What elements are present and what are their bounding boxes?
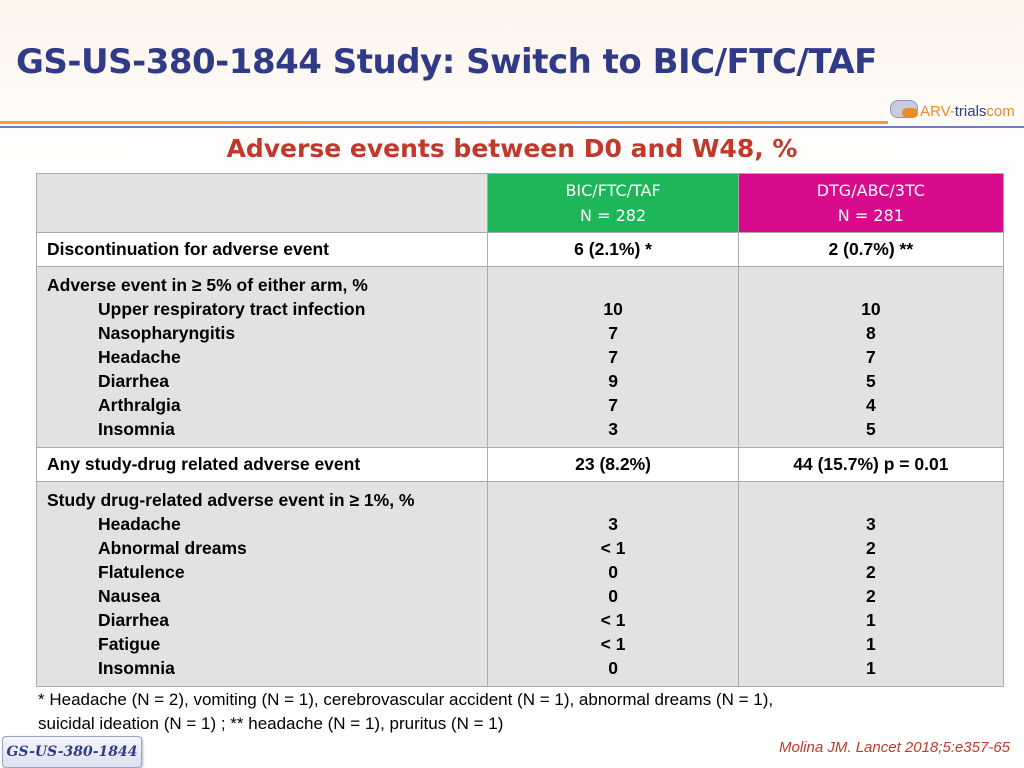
table-subtitle: Adverse events between D0 and W48, % xyxy=(226,134,798,163)
adverse-events-table: BIC/FTC/TAF N = 282 DTG/ABC/3TC N = 281 … xyxy=(35,173,1005,687)
bic-value: 7 xyxy=(608,323,618,343)
row-label: Headache xyxy=(98,514,181,534)
page-title: GS-US-380-1844 Study: Switch to BIC/FTC/… xyxy=(16,42,877,82)
row-label: Arthralgia xyxy=(98,395,181,415)
dtg-value: 5 xyxy=(865,371,876,391)
bic-value: 23 (8.2%) xyxy=(487,447,739,482)
row-label: Fatigue xyxy=(98,634,161,654)
dtg-value: 10 xyxy=(861,299,881,319)
bic-value: < 1 xyxy=(600,610,626,630)
arm-header-dtg: DTG/ABC/3TC N = 281 xyxy=(737,173,1005,233)
dtg-value: 4 xyxy=(865,395,876,415)
row-label: Diarrhea xyxy=(98,610,170,630)
dtg-value: 3 xyxy=(865,514,876,534)
dtg-value: 1 xyxy=(865,634,876,654)
footnote-line: suicidal ideation (N = 1) ; ** headache … xyxy=(38,714,504,733)
dtg-value: 1 xyxy=(865,658,876,678)
discontinuation-row: Discontinuation for adverse event 6 (2.1… xyxy=(35,232,1005,267)
row-label: Abnormal dreams xyxy=(98,538,247,558)
dtg-values: 10 8 7 5 4 5 xyxy=(737,266,1005,448)
bic-value: 3 xyxy=(608,514,618,534)
study-badge: GS-US-380-1844 xyxy=(2,736,142,768)
bic-value: < 1 xyxy=(600,634,626,654)
bic-value: 0 xyxy=(608,658,618,678)
bic-value: 0 xyxy=(608,562,618,582)
dtg-value: 8 xyxy=(865,323,876,343)
arm-n: N = 282 xyxy=(580,206,647,225)
row-label: Headache xyxy=(98,347,181,367)
dtg-value: 1 xyxy=(865,610,876,630)
bic-value: 10 xyxy=(603,299,623,319)
dtg-value: 5 xyxy=(865,419,876,439)
bic-value: 9 xyxy=(608,371,618,391)
header-divider-blue xyxy=(0,126,1024,128)
footnote: * Headache (N = 2), vomiting (N = 1), ce… xyxy=(38,688,938,736)
bic-value: 7 xyxy=(608,395,618,415)
block-header: Study drug-related adverse event in ≥ 1%… xyxy=(47,490,415,510)
block-header: Adverse event in ≥ 5% of either arm, % xyxy=(47,275,368,295)
row-label: Any study-drug related adverse event xyxy=(35,447,489,482)
dtg-values: 3 2 2 2 1 1 1 xyxy=(737,481,1005,687)
header-empty-cell xyxy=(35,173,489,233)
arm-name: DTG/ABC/3TC xyxy=(816,181,925,200)
dtg-value: 2 (0.7%) ** xyxy=(737,232,1005,267)
arm-name: BIC/FTC/TAF xyxy=(565,181,661,200)
arv-trials-logo: ARV-trialscom xyxy=(888,98,1018,128)
row-label: Nausea xyxy=(98,586,161,606)
row-labels: Adverse event in ≥ 5% of either arm, % U… xyxy=(35,266,489,448)
ae-5pct-block: Adverse event in ≥ 5% of either arm, % U… xyxy=(35,266,1005,448)
pill-accent-icon xyxy=(902,108,918,118)
bic-value: 6 (2.1%) * xyxy=(487,232,739,267)
header-divider-orange xyxy=(0,121,888,124)
footnote-line: * Headache (N = 2), vomiting (N = 1), ce… xyxy=(38,690,774,709)
arm-header-bic: BIC/FTC/TAF N = 282 xyxy=(487,173,739,233)
table-header-row: BIC/FTC/TAF N = 282 DTG/ABC/3TC N = 281 xyxy=(35,173,1005,233)
dtg-value: 2 xyxy=(865,586,876,606)
row-label: Insomnia xyxy=(98,658,175,678)
dtg-value: 2 xyxy=(865,562,876,582)
row-label: Flatulence xyxy=(98,562,185,582)
bic-values: 10 7 7 9 7 3 xyxy=(487,266,739,448)
row-label: Insomnia xyxy=(98,419,175,439)
row-label: Diarrhea xyxy=(98,371,170,391)
citation: Molina JM. Lancet 2018;5:e357-65 xyxy=(779,739,1010,756)
drug-related-row: Any study-drug related adverse event 23 … xyxy=(35,447,1005,482)
row-label: Discontinuation for adverse event xyxy=(35,232,489,267)
bic-value: < 1 xyxy=(600,538,626,558)
drug-related-1pct-block: Study drug-related adverse event in ≥ 1%… xyxy=(35,481,1005,687)
dtg-value: 7 xyxy=(865,347,876,367)
row-label: Upper respiratory tract infection xyxy=(98,299,366,319)
arm-n: N = 281 xyxy=(837,206,904,225)
row-label: Nasopharyngitis xyxy=(98,323,236,343)
bic-values: 3 < 1 0 0 < 1 < 1 0 xyxy=(487,481,739,687)
bic-value: 0 xyxy=(608,586,618,606)
logo-text: ARV-trialscom xyxy=(920,103,1015,120)
bic-value: 7 xyxy=(608,347,618,367)
dtg-value: 2 xyxy=(865,538,876,558)
row-labels: Study drug-related adverse event in ≥ 1%… xyxy=(35,481,489,687)
dtg-value: 44 (15.7%) p = 0.01 xyxy=(737,447,1005,482)
bic-value: 3 xyxy=(608,419,618,439)
